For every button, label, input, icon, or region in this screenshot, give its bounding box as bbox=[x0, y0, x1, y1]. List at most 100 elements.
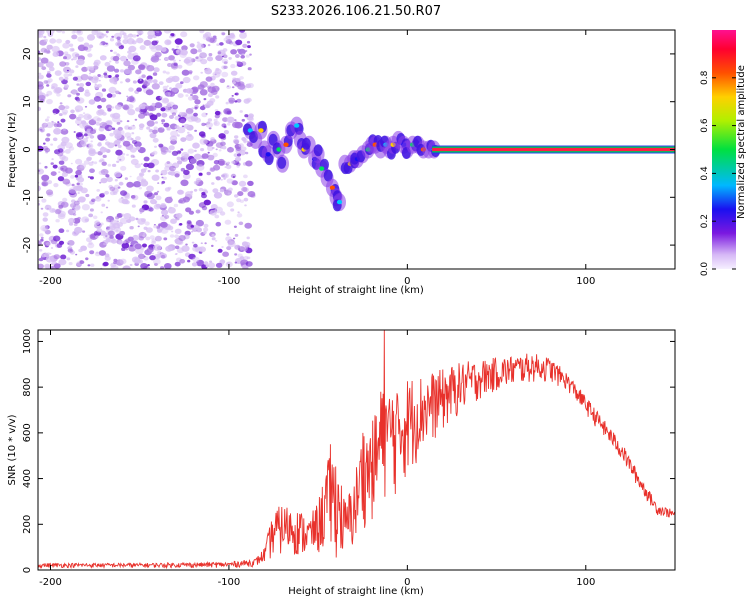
noise-blob bbox=[91, 30, 99, 36]
noise-blob bbox=[243, 174, 248, 179]
noise-blob bbox=[49, 66, 55, 72]
noise-blob bbox=[199, 81, 208, 88]
noise-blob bbox=[57, 151, 64, 157]
colorbar-tick-label: 0.2 bbox=[700, 214, 710, 228]
noise-blob bbox=[168, 55, 175, 61]
noise-blob bbox=[160, 221, 168, 228]
noise-blob bbox=[149, 255, 156, 261]
noise-blob bbox=[166, 103, 172, 108]
noise-blob bbox=[112, 163, 117, 167]
noise-blob bbox=[177, 64, 183, 69]
noise-blob bbox=[98, 79, 101, 82]
noise-blob bbox=[237, 191, 244, 197]
noise-blob bbox=[99, 55, 107, 61]
noise-blob bbox=[236, 165, 240, 168]
noise-blob bbox=[104, 190, 109, 195]
noise-blob bbox=[75, 118, 83, 125]
noise-blob bbox=[56, 30, 63, 33]
noise-blob bbox=[52, 108, 60, 115]
noise-blob bbox=[96, 32, 105, 39]
noise-blob bbox=[113, 32, 123, 40]
noise-blob bbox=[68, 73, 73, 77]
noise-blob bbox=[167, 207, 176, 214]
noise-blob bbox=[137, 225, 140, 228]
noise-blob bbox=[135, 136, 141, 141]
noise-blob bbox=[139, 207, 145, 213]
noise-blob bbox=[165, 77, 173, 84]
noise-blob bbox=[230, 208, 235, 212]
noise-blob bbox=[40, 47, 47, 53]
noise-blob bbox=[102, 261, 109, 267]
noise-blob bbox=[123, 105, 130, 111]
noise-blob bbox=[160, 47, 167, 52]
noise-blob bbox=[205, 122, 213, 128]
noise-blob bbox=[226, 246, 232, 251]
noise-blob bbox=[160, 266, 165, 269]
noise-blob bbox=[94, 220, 101, 225]
noise-blob bbox=[214, 114, 220, 119]
noise-blob bbox=[109, 132, 114, 137]
noise-blob bbox=[144, 221, 150, 226]
noise-blob bbox=[226, 201, 234, 208]
noise-blob bbox=[164, 57, 169, 61]
noise-blob bbox=[178, 235, 186, 241]
noise-blob bbox=[51, 45, 60, 53]
noise-blob bbox=[103, 72, 108, 76]
noise-blob bbox=[223, 65, 228, 70]
noise-blob bbox=[192, 256, 200, 263]
noise-blob bbox=[177, 126, 186, 134]
noise-blob bbox=[95, 235, 99, 239]
noise-blob bbox=[63, 56, 67, 60]
x-tick-label: 100 bbox=[576, 276, 595, 287]
noise-blob bbox=[57, 213, 66, 220]
noise-blob bbox=[204, 242, 207, 245]
noise-blob bbox=[119, 120, 123, 123]
noise-blob bbox=[57, 148, 64, 153]
noise-blob bbox=[235, 39, 243, 46]
noise-blob bbox=[238, 221, 244, 226]
noise-blob bbox=[41, 198, 47, 203]
noise-blob bbox=[236, 262, 240, 264]
noise-blob bbox=[185, 94, 189, 97]
noise-blob bbox=[130, 154, 135, 158]
noise-blob bbox=[95, 196, 102, 202]
noise-blob bbox=[174, 125, 180, 130]
noise-blob bbox=[109, 77, 118, 84]
noise-blob bbox=[106, 176, 113, 183]
noise-blob bbox=[172, 59, 176, 62]
noise-blob bbox=[111, 35, 115, 38]
colorbar-tick-label: 0.4 bbox=[700, 166, 710, 181]
noise-blob bbox=[44, 229, 51, 235]
noise-blob bbox=[106, 93, 113, 98]
noise-blob bbox=[143, 200, 148, 204]
noise-blob bbox=[180, 31, 188, 38]
noise-blob bbox=[88, 213, 94, 218]
y-tick-label: 10 bbox=[22, 95, 33, 108]
noise-blob bbox=[212, 71, 221, 78]
noise-blob bbox=[97, 105, 102, 109]
noise-blob bbox=[136, 87, 142, 92]
noise-blob bbox=[117, 144, 122, 148]
noise-blob bbox=[95, 151, 99, 155]
noise-blob bbox=[123, 241, 127, 244]
noise-blob bbox=[247, 191, 256, 198]
noise-blob bbox=[64, 149, 71, 154]
noise-blob bbox=[43, 38, 48, 43]
noise-blob bbox=[93, 96, 101, 102]
noise-blob bbox=[39, 249, 43, 252]
noise-blob bbox=[44, 123, 48, 126]
noise-blob bbox=[214, 214, 220, 219]
noise-blob bbox=[213, 120, 220, 127]
y-tick-label: -20 bbox=[22, 237, 33, 253]
noise-blob bbox=[190, 225, 195, 228]
noise-blob bbox=[54, 70, 62, 76]
noise-blob bbox=[166, 126, 171, 131]
noise-blob bbox=[140, 168, 147, 173]
noise-blob bbox=[142, 234, 146, 237]
noise-blob bbox=[143, 255, 146, 258]
noise-blob bbox=[161, 119, 166, 123]
noise-blob bbox=[223, 130, 229, 135]
noise-blob bbox=[80, 245, 87, 251]
noise-blob bbox=[41, 66, 47, 71]
noise-blob bbox=[83, 113, 92, 121]
